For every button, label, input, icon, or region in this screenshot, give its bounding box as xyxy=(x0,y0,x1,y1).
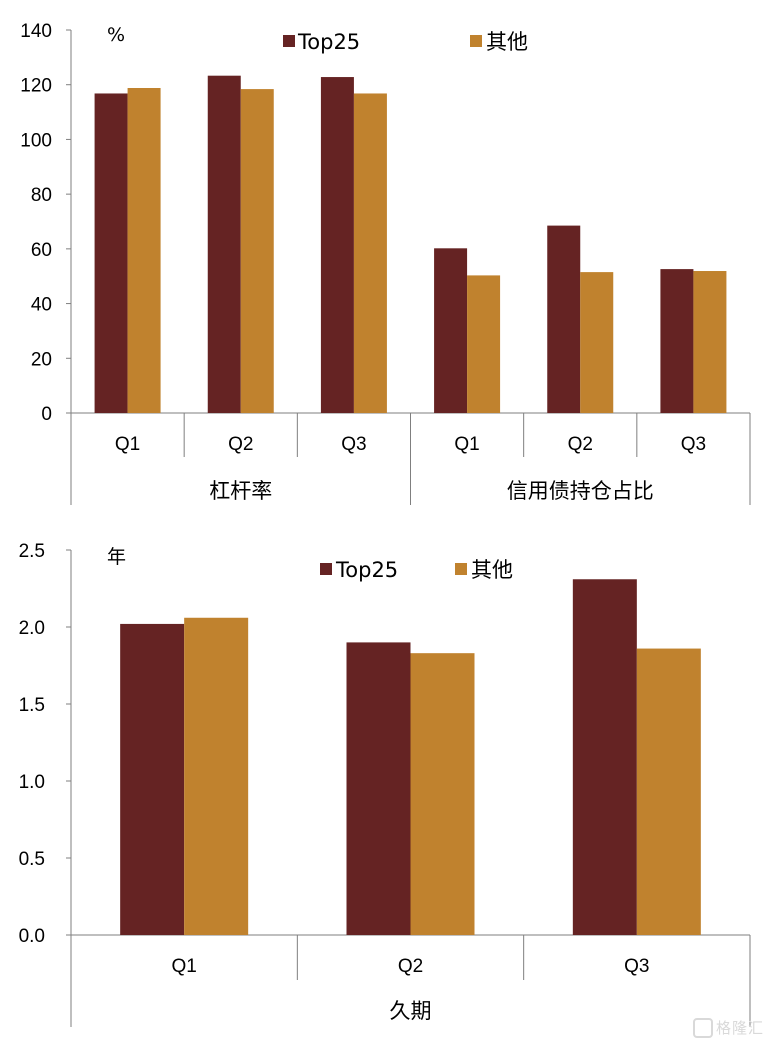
bar-other xyxy=(353,93,387,414)
x-category-label: Q1 xyxy=(454,434,479,455)
bar-other xyxy=(127,87,161,414)
bar-top25 xyxy=(434,248,468,413)
x-category-label: Q3 xyxy=(624,956,649,977)
bar-other xyxy=(636,648,701,935)
y-tick-label: 0 xyxy=(41,404,52,425)
legend-label: 其他 xyxy=(471,558,513,582)
bar-other xyxy=(184,617,249,935)
legend-label: Top25 xyxy=(335,558,398,582)
bar-top25 xyxy=(572,579,637,935)
watermark-text: 格隆汇 xyxy=(715,1018,764,1037)
legend-swatch xyxy=(455,563,467,575)
legend-swatch xyxy=(283,35,295,47)
bar-top25 xyxy=(320,77,354,413)
group-label: 久期 xyxy=(390,999,432,1023)
y-tick-label: 2.0 xyxy=(19,618,45,639)
y-tick-label: 60 xyxy=(31,240,52,261)
group-label: 杠杆率 xyxy=(209,479,272,503)
bar-other xyxy=(693,271,727,413)
bar-top25 xyxy=(120,623,185,935)
bar-top25 xyxy=(547,225,581,413)
bar-other xyxy=(467,275,501,413)
y-tick-label: 100 xyxy=(20,130,52,151)
y-tick-label: 120 xyxy=(20,76,52,97)
y-tick-label: 80 xyxy=(31,185,52,206)
bar-other xyxy=(240,89,274,413)
x-category-label: Q2 xyxy=(398,956,423,977)
y-tick-label: 2.5 xyxy=(19,541,45,562)
bar-other xyxy=(410,653,475,935)
bar-top25 xyxy=(94,93,128,414)
y-tick-label: 1.5 xyxy=(19,695,45,716)
x-category-label: Q3 xyxy=(341,434,366,455)
x-category-label: Q3 xyxy=(681,434,706,455)
group-label: 信用债持仓占比 xyxy=(507,479,654,503)
y-tick-label: 140 xyxy=(20,21,52,42)
legend-swatch xyxy=(470,35,482,47)
y-tick-label: 20 xyxy=(31,349,52,370)
bar-top25 xyxy=(207,75,241,413)
x-category-label: Q1 xyxy=(115,434,140,455)
x-category-label: Q1 xyxy=(171,956,196,977)
unit-label: % xyxy=(107,24,125,46)
bar-other xyxy=(580,272,614,413)
x-category-label: Q2 xyxy=(228,434,253,455)
watermark: 格隆汇 xyxy=(692,1017,764,1038)
legend-swatch xyxy=(320,563,332,575)
y-tick-label: 0.0 xyxy=(19,926,45,947)
x-category-label: Q2 xyxy=(568,434,593,455)
y-tick-label: 40 xyxy=(31,295,52,316)
legend-label: Top25 xyxy=(297,30,360,54)
bar-top25 xyxy=(346,642,411,935)
bar-top25 xyxy=(660,269,694,413)
legend-label: 其他 xyxy=(486,30,528,54)
unit-label: 年 xyxy=(107,546,126,568)
y-tick-label: 1.0 xyxy=(19,772,45,793)
watermark-logo-icon xyxy=(692,1018,713,1038)
y-tick-label: 0.5 xyxy=(19,849,45,870)
